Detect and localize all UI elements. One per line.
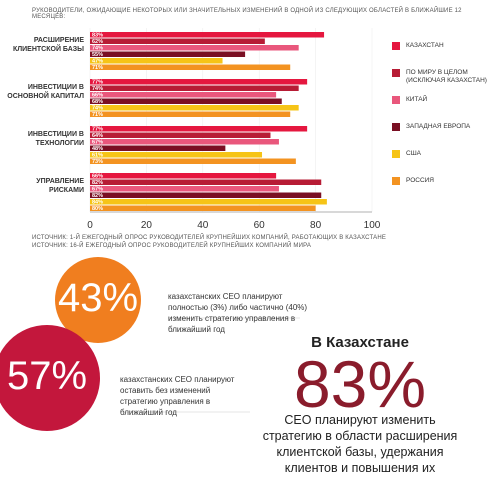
bar: [90, 92, 277, 98]
value-label: 82%: [92, 180, 103, 186]
x-tick-label: 60: [254, 220, 266, 231]
bar: [90, 192, 322, 198]
value-label: 80%: [92, 206, 103, 212]
big-number: 57%: [6, 354, 88, 398]
bar: [90, 199, 327, 205]
value-label: 67%: [92, 187, 103, 193]
bar: [90, 111, 291, 117]
source: ИСТОЧНИК: 1-Й ЕЖЕГОДНЫЙ ОПРОС РУКОВОДИТЕ…: [32, 235, 387, 241]
highlight-number: 83%: [293, 347, 427, 421]
category-label: РАСШИРЕНИЕ КЛИЕНТСКОЙ БАЗЫ: [12, 37, 84, 53]
legend-swatch: [392, 177, 400, 185]
value-label: 74%: [92, 106, 103, 112]
legend-swatch: [392, 150, 400, 158]
value-label: 48%: [92, 146, 103, 152]
bar: [90, 186, 279, 192]
bar: [90, 38, 265, 44]
bar: [90, 79, 308, 85]
category-label: ИНВЕСТИЦИИ В ОСНОВНОЙ КАПИТАЛ: [7, 84, 84, 100]
x-tick-label: 0: [87, 220, 93, 231]
value-label: 66%: [92, 174, 103, 180]
bar: [90, 158, 296, 164]
bar: [90, 145, 226, 151]
callout-text: казахстанских CEO планируют оставить без…: [120, 375, 235, 417]
value-label: 66%: [92, 93, 103, 99]
category-label: ИНВЕСТИЦИИ В ТЕХНОЛОГИИ: [27, 131, 84, 147]
value-label: 55%: [92, 52, 103, 58]
bar: [90, 98, 282, 104]
value-label: 77%: [92, 80, 103, 86]
x-tick-label: 80: [310, 220, 322, 231]
value-label: 61%: [92, 153, 103, 159]
chart-title: РУКОВОДИТЕЛИ, ОЖИДАЮЩИЕ НЕКОТОРЫХ ИЛИ ЗН…: [32, 8, 462, 20]
legend-label: РОССИЯ: [406, 177, 435, 184]
bar: [90, 58, 223, 64]
value-label: 71%: [92, 112, 103, 118]
value-label: 82%: [92, 193, 103, 199]
bar: [90, 179, 322, 185]
value-label: 62%: [92, 39, 103, 45]
bar: [90, 126, 308, 132]
value-label: 84%: [92, 200, 103, 206]
legend-label: КАЗАХСТАН: [406, 42, 444, 49]
legend-label: ПО МИРУ В ЦЕЛОМ (ИСКЛЮЧАЯ КАЗАХСТАН): [406, 69, 487, 84]
x-tick-label: 40: [197, 220, 209, 231]
callout-text: казахстанских CEO планируют полностью (3…: [168, 292, 308, 334]
bar: [90, 139, 279, 145]
legend-swatch: [392, 96, 400, 104]
bar: [90, 45, 299, 51]
bar: [90, 32, 325, 38]
bar: [90, 152, 263, 158]
value-label: 71%: [92, 65, 103, 71]
value-label: 64%: [92, 133, 103, 139]
legend-label: КИТАЙ: [406, 96, 428, 103]
big-number: 43%: [57, 276, 139, 320]
source: ИСТОЧНИК: 16-Й ЕЖЕГОДНЫЙ ОПРОС РУКОВОДИТ…: [32, 243, 312, 249]
bar: [90, 51, 246, 57]
legend-swatch: [392, 123, 400, 131]
circle-orange: [55, 257, 141, 343]
value-label: 73%: [92, 159, 103, 165]
value-label: 74%: [92, 86, 103, 92]
circle-red: [0, 325, 100, 431]
bar: [90, 105, 299, 111]
bar: [90, 132, 271, 138]
bar: [90, 173, 277, 179]
value-label: 67%: [92, 140, 103, 146]
bar: [90, 205, 316, 211]
bar: [90, 85, 299, 91]
legend-swatch: [392, 69, 400, 77]
legend-label: ЗАПАДНАЯ ЕВРОПА: [406, 123, 471, 130]
highlight-text: CEO планируют изменить стратегию в облас…: [262, 413, 458, 481]
value-label: 77%: [92, 127, 103, 133]
x-tick-label: 20: [141, 220, 153, 231]
highlight-heading: В Казахстане: [311, 334, 409, 351]
value-label: 47%: [92, 59, 103, 65]
value-label: 68%: [92, 99, 103, 105]
value-label: 74%: [92, 46, 103, 52]
legend-label: США: [406, 150, 421, 157]
bar: [90, 64, 291, 70]
category-label: УПРАВЛЕНИЕ РИСКАМИ: [36, 178, 84, 194]
legend-swatch: [392, 42, 400, 50]
x-tick-label: 100: [364, 220, 381, 231]
value-label: 83%: [92, 33, 103, 39]
